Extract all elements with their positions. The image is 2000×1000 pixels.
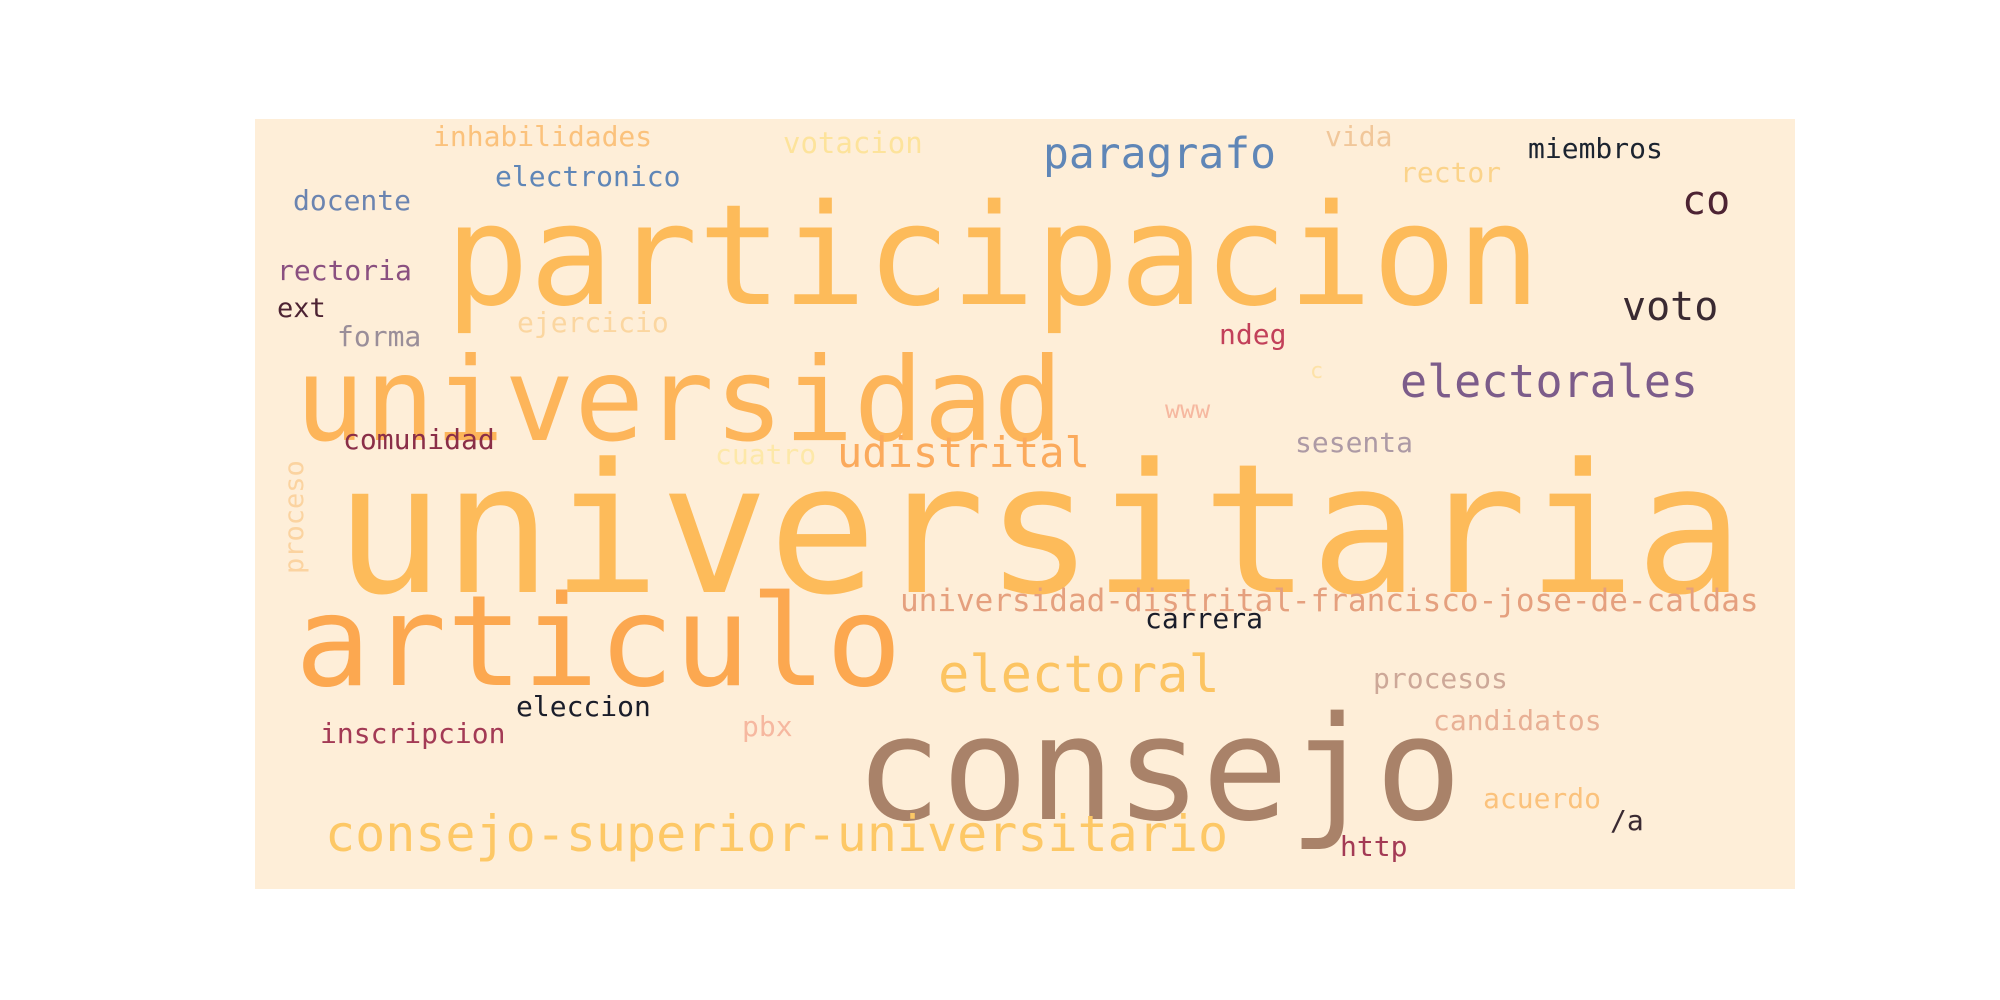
- word-rectoria: rectoria: [277, 254, 412, 287]
- word-docente: docente: [293, 184, 412, 217]
- word-pbx: pbx: [742, 710, 793, 743]
- word-electoral: electoral: [938, 645, 1220, 705]
- word-paragrafo: paragrafo: [1043, 129, 1276, 179]
- word-consejo: consejo: [855, 685, 1462, 853]
- word-udistrital: udistrital: [837, 428, 1090, 477]
- word-participacion: participacion: [445, 175, 1541, 338]
- word-voto: voto: [1622, 284, 1719, 330]
- word-comunidad: comunidad: [343, 423, 495, 456]
- word-vida: vida: [1325, 120, 1393, 153]
- word-ejercicio: ejercicio: [517, 306, 669, 339]
- word-votacion: votacion: [783, 126, 923, 160]
- word-c: c: [1310, 359, 1324, 384]
- word-eleccion: eleccion: [516, 690, 651, 723]
- word-procesos: procesos: [1373, 662, 1508, 695]
- word-http: http: [1340, 830, 1408, 863]
- word-slash-a: /a: [1610, 804, 1644, 837]
- word-acuerdo: acuerdo: [1483, 782, 1602, 815]
- word-inhabilidades: inhabilidades: [433, 120, 653, 153]
- word-proceso: proceso: [279, 460, 310, 574]
- word-cloud: universitaria participacion universidad …: [255, 119, 1795, 889]
- word-forma: forma: [337, 320, 422, 353]
- word-electorales: electorales: [1400, 355, 1699, 408]
- word-rector: rector: [1400, 156, 1502, 189]
- word-articulo: articulo: [295, 568, 902, 715]
- word-consejo-superior-universitario: consejo-superior-universitario: [325, 805, 1229, 863]
- word-www: www: [1165, 395, 1211, 424]
- word-universidad-distrital-francisco-jose-de-caldas: universidad-distrital-francisco-jose-de-…: [900, 583, 1759, 619]
- word-candidatos: candidatos: [1433, 704, 1602, 737]
- word-sesenta: sesenta: [1295, 426, 1414, 459]
- word-miembros: miembros: [1528, 132, 1663, 165]
- word-electronico: electronico: [495, 160, 681, 193]
- word-inscripcion: inscripcion: [320, 717, 506, 750]
- word-carrera: carrera: [1145, 602, 1264, 635]
- word-co: co: [1682, 178, 1731, 224]
- word-ndeg: ndeg: [1219, 318, 1287, 351]
- word-cuatro: cuatro: [715, 438, 817, 471]
- word-universidad: universidad: [295, 333, 1064, 468]
- word-ext: ext: [277, 293, 326, 324]
- word-universitaria: universitaria: [335, 426, 1744, 635]
